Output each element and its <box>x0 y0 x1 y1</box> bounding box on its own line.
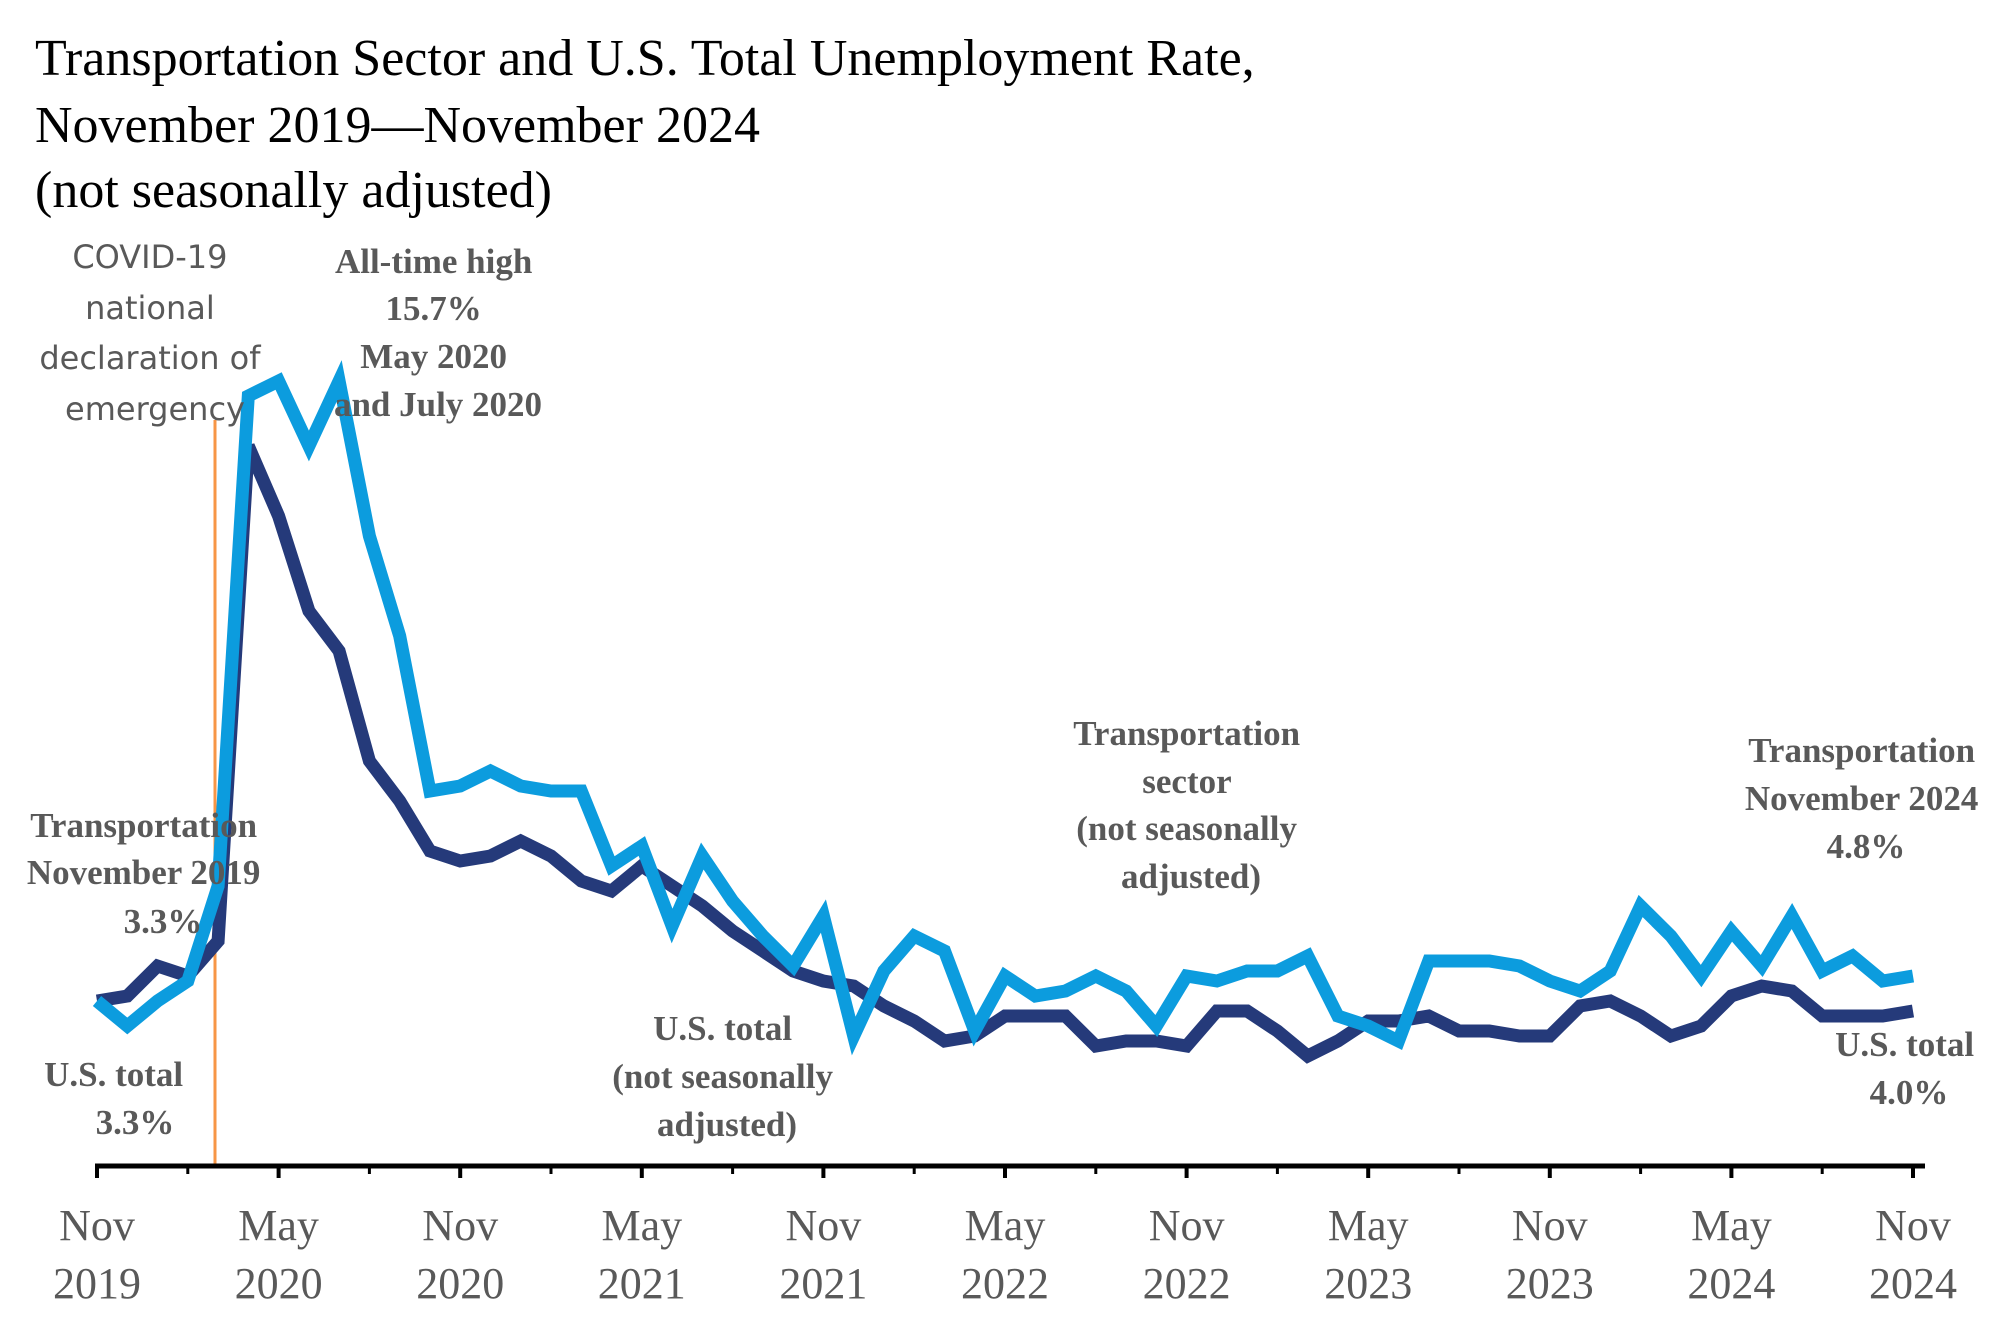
annotation-us-end-line-2: 4.0% <box>1870 1073 1949 1112</box>
annotation-trans-mid-line-1: Transportation <box>1073 714 1300 753</box>
chart-title: Transportation Sector and U.S. Total Une… <box>35 30 1255 219</box>
x-tick-label-2: Nov 2020 <box>416 1201 504 1308</box>
annotation-peak-line-2: 15.7% <box>386 289 482 328</box>
annotation-trans-mid-line-4: adjusted) <box>1121 857 1261 896</box>
annotation-covid-line-1: COVID-19 <box>72 238 227 276</box>
annotation-us-total-series: U.S. total (not seasonally adjusted) <box>612 1009 841 1144</box>
annotation-us-total-nov-2019: U.S. total 3.3% <box>44 1055 192 1142</box>
chart-subtitle: (not seasonally adjusted) <box>35 162 552 219</box>
chart-title-line-2: November 2019—November 2024 <box>35 97 760 154</box>
x-tick-label-1: May 2020 <box>235 1201 323 1308</box>
annotation-trans-start-line-2: November 2019 <box>27 853 261 892</box>
annotation-trans-end-line-1: Transportation <box>1748 731 1975 770</box>
x-tick-label-3: May 2021 <box>598 1201 686 1308</box>
annotation-trans-start-line-1: Transportation <box>30 806 257 845</box>
annotation-transportation-nov-2019: Transportation November 2019 3.3% <box>27 806 269 941</box>
annotation-us-mid-line-2: (not seasonally <box>612 1057 833 1096</box>
annotation-peak-line-1: All-time high <box>335 242 532 281</box>
annotation-peak-line-3: May 2020 <box>360 337 507 376</box>
annotation-covid-line-4: emergency <box>65 390 245 428</box>
annotation-us-mid-line-3: adjusted) <box>657 1105 797 1144</box>
annotation-trans-start-line-3: 3.3% <box>124 902 203 941</box>
series-line-us-total <box>95 443 1915 1064</box>
x-tick-label-10: Nov 2024 <box>1869 1201 1957 1308</box>
annotation-all-time-high: All-time high 15.7% May 2020 and July 20… <box>334 242 542 424</box>
annotation-us-mid-line-1: U.S. total <box>653 1009 792 1048</box>
x-tick-label-0: Nov 2019 <box>53 1201 141 1308</box>
x-tick-label-7: May 2023 <box>1324 1201 1412 1308</box>
annotation-us-end-line-1: U.S. total <box>1835 1025 1974 1064</box>
annotation-covid-emergency: COVID-19 national declaration of emergen… <box>39 238 270 428</box>
x-tick-label-4: Nov 2021 <box>779 1201 867 1308</box>
annotation-peak-line-4: and July 2020 <box>334 385 542 424</box>
series-group <box>92 360 1915 1064</box>
series-line-transportation <box>92 360 1915 1056</box>
x-tick-label-8: Nov 2023 <box>1506 1201 1594 1308</box>
chart-title-line-1: Transportation Sector and U.S. Total Une… <box>35 30 1255 87</box>
annotation-transportation-nov-2024: Transportation November 2024 4.8% <box>1745 731 1987 866</box>
annotation-trans-end-line-3: 4.8% <box>1827 827 1906 866</box>
x-axis-tick-labels: Nov 2019 May 2020 Nov 2020 May 2021 Nov 2021 May 20… <box>53 1201 1957 1308</box>
annotation-trans-mid-line-2: sector <box>1142 762 1231 801</box>
annotation-trans-end-line-2: November 2024 <box>1745 779 1979 818</box>
annotation-covid-line-2: national <box>85 289 215 327</box>
x-axis-ticks <box>95 1166 1915 1178</box>
x-tick-label-6: Nov 2022 <box>1143 1201 1231 1308</box>
annotation-us-start-line-2: 3.3% <box>96 1103 175 1142</box>
x-tick-label-9: May 2024 <box>1687 1201 1775 1308</box>
x-tick-label-5: May 2022 <box>961 1201 1049 1308</box>
annotation-trans-mid-line-3: (not seasonally <box>1076 809 1297 848</box>
annotation-transportation-series: Transportation sector (not seasonally ad… <box>1073 714 1309 896</box>
annotation-us-start-line-1: U.S. total <box>44 1055 183 1094</box>
annotations: COVID-19 national declaration of emergen… <box>27 238 1987 1144</box>
annotation-covid-line-3: declaration of <box>39 339 261 377</box>
annotation-us-total-nov-2024: U.S. total 4.0% <box>1835 1025 1983 1112</box>
